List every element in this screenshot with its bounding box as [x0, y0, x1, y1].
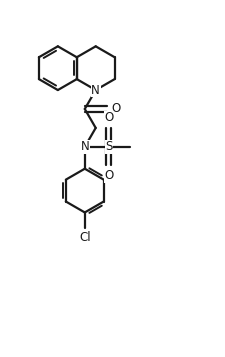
- Text: S: S: [105, 140, 112, 154]
- Text: O: O: [104, 170, 113, 182]
- Text: N: N: [80, 140, 89, 154]
- Text: Cl: Cl: [79, 231, 90, 244]
- Text: O: O: [111, 102, 120, 115]
- Text: N: N: [91, 84, 100, 96]
- Text: O: O: [104, 111, 113, 124]
